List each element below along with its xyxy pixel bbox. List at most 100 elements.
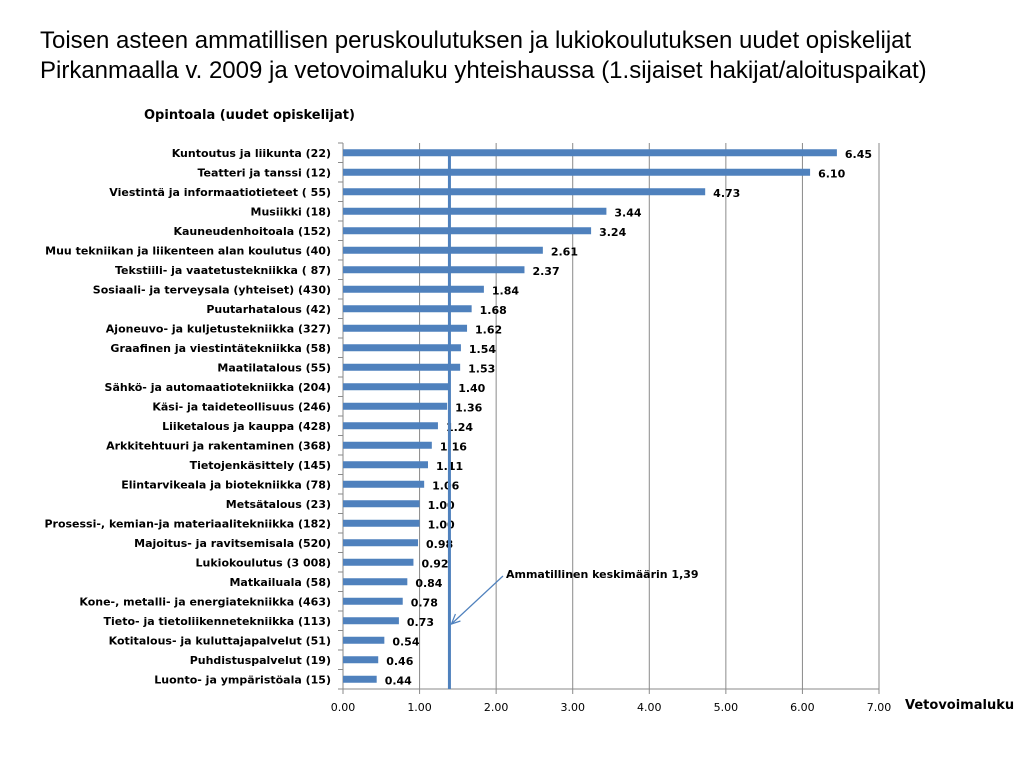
bar <box>343 617 399 625</box>
x-tick-label: 6.00 <box>790 701 815 714</box>
category-label: Kone-, metalli- ja energiatekniikka (463… <box>79 595 331 608</box>
x-axis-label: Vetovoimaluku <box>905 698 1015 713</box>
x-tick-label: 3.00 <box>560 701 585 714</box>
bar <box>343 480 425 488</box>
value-label: 0.44 <box>385 674 412 687</box>
category-label: Liiketalous ja kauppa (428) <box>162 420 331 433</box>
value-label: 3.24 <box>599 226 626 239</box>
value-label: 6.10 <box>818 167 845 180</box>
reference-annotation: Ammatillinen keskimäärin 1,39 <box>506 568 699 581</box>
bar <box>343 519 420 527</box>
value-label: 2.61 <box>551 245 578 258</box>
value-label: 1.40 <box>458 382 485 395</box>
x-tick-labels: 0.00 1.00 2.00 3.00 4.00 5.00 6.00 7.00 <box>331 701 892 714</box>
slide-title-line-2: Pirkanmaalla v. 2009 ja vetovoimaluku yh… <box>40 57 927 84</box>
bar <box>343 441 432 449</box>
bar <box>343 207 607 215</box>
chart-title: Opintoala (uudet opiskelijat) <box>144 108 355 123</box>
value-label: 0.84 <box>415 577 442 590</box>
x-tick-label: 5.00 <box>714 701 739 714</box>
value-label: 1.00 <box>428 518 455 531</box>
value-label: 1.00 <box>428 499 455 512</box>
value-label: 1.36 <box>455 401 482 414</box>
value-label: 1.84 <box>492 284 519 297</box>
value-label: 1.54 <box>469 343 496 356</box>
bar <box>343 324 468 332</box>
x-tick-label: 0.00 <box>331 701 356 714</box>
bar <box>343 305 472 313</box>
category-label: Metsätalous (23) <box>226 498 331 511</box>
category-label: Puutarhatalous (42) <box>206 303 331 316</box>
bar <box>343 285 484 293</box>
category-label: Kauneudenhoitoala (152) <box>173 225 331 238</box>
category-label: Teatteri ja tanssi (12) <box>197 166 331 179</box>
bar <box>343 383 451 391</box>
value-label: 2.37 <box>532 265 559 278</box>
slide-title-line-1: Toisen asteen ammatillisen peruskoulutuk… <box>40 27 912 54</box>
x-tick-label: 2.00 <box>484 701 509 714</box>
bar <box>343 597 403 605</box>
value-label: 0.73 <box>407 616 434 629</box>
value-label: 6.45 <box>845 148 872 161</box>
category-label: Arkkitehtuuri ja rakentaminen (368) <box>106 439 331 452</box>
category-label: Prosessi-, kemian-ja materiaalitekniikka… <box>44 517 331 530</box>
bar <box>343 363 461 371</box>
bar <box>343 461 428 469</box>
annotation-arrowhead <box>450 613 461 625</box>
category-label: Viestintä ja informaatiotieteet ( 55) <box>109 186 331 199</box>
category-label: Kuntoutus ja liikunta (22) <box>172 147 331 160</box>
category-label: Tieto- ja tietoliikennetekniikka (113) <box>104 615 332 628</box>
category-label: Sosiaali- ja terveysala (yhteiset) (430) <box>93 283 331 296</box>
value-label: 0.78 <box>411 596 438 609</box>
category-label: Luonto- ja ympäristöala (15) <box>154 673 331 686</box>
value-label: 1.62 <box>475 323 502 336</box>
bar <box>343 675 377 683</box>
bars <box>343 149 837 683</box>
bar <box>343 227 592 235</box>
bar <box>343 539 419 547</box>
bar <box>343 636 385 644</box>
slide-title: Toisen asteen ammatillisen peruskoulutuk… <box>40 26 1010 86</box>
category-label: Matkailuala (58) <box>229 576 331 589</box>
value-label: 1.16 <box>440 440 467 453</box>
category-label: Tekstiili- ja vaatetustekniikka ( 87) <box>115 264 331 277</box>
value-label: 4.73 <box>713 187 740 200</box>
value-label: 1.53 <box>468 362 495 375</box>
x-tick-label: 1.00 <box>407 701 432 714</box>
category-label: Muu tekniikan ja liikenteen alan koulutu… <box>45 244 331 257</box>
value-label: 0.46 <box>386 655 413 668</box>
value-label: 1.68 <box>480 304 507 317</box>
reference-line-group <box>447 155 504 689</box>
x-tick-label: 7.00 <box>867 701 892 714</box>
bar <box>343 558 414 566</box>
category-label: Musiikki (18) <box>251 205 331 218</box>
category-label: Kotitalous- ja kuluttajapalvelut (51) <box>109 634 331 647</box>
category-label: Käsi- ja taideteollisuus (246) <box>152 400 331 413</box>
category-label: Graafinen ja viestintätekniikka (58) <box>110 342 331 355</box>
bar <box>343 422 438 430</box>
bar <box>343 246 543 254</box>
annotation-arrow <box>451 575 504 625</box>
category-label: Maatilatalous (55) <box>217 361 331 374</box>
x-tick-label: 4.00 <box>637 701 662 714</box>
category-label: Lukiokoulutus (3 008) <box>196 556 331 569</box>
value-label: 3.44 <box>614 206 641 219</box>
category-label: Tietojenkäsittely (145) <box>190 459 331 472</box>
category-label: Puhdistuspalvelut (19) <box>190 654 331 667</box>
bar <box>343 402 448 410</box>
category-label: Elintarvikeala ja biotekniikka (78) <box>121 478 331 491</box>
value-label: 0.54 <box>392 635 419 648</box>
bar <box>343 188 706 196</box>
bar <box>343 149 837 157</box>
bar <box>343 500 420 508</box>
category-label: Sähkö- ja automaatiotekniikka (204) <box>105 381 331 394</box>
bar <box>343 656 379 664</box>
category-label: Ajoneuvo- ja kuljetustekniikka (327) <box>106 322 331 335</box>
bar <box>343 168 811 176</box>
bar <box>343 578 408 586</box>
category-label: Majoitus- ja ravitsemisala (520) <box>134 537 331 550</box>
category-labels: Kuntoutus ja liikunta (22) Teatteri ja ta… <box>44 147 331 687</box>
value-label: 1.06 <box>432 479 459 492</box>
value-label: 0.98 <box>426 538 453 551</box>
